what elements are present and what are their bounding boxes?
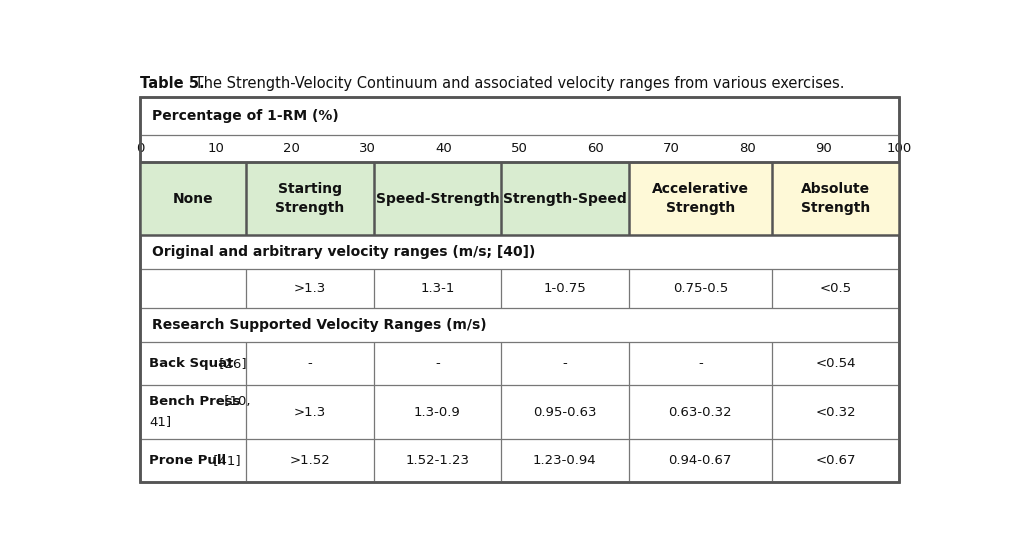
- Text: [41]: [41]: [209, 454, 240, 467]
- Text: 90: 90: [815, 142, 831, 155]
- Text: -: -: [563, 357, 567, 370]
- Text: 0.63-0.32: 0.63-0.32: [668, 406, 732, 419]
- Text: Research Supported Velocity Ranges (m/s): Research Supported Velocity Ranges (m/s): [151, 318, 486, 332]
- Text: Speed-Strength: Speed-Strength: [375, 192, 499, 206]
- Text: None: None: [172, 192, 214, 206]
- Text: 20: 20: [283, 142, 300, 155]
- Bar: [501, 162, 629, 235]
- Text: 0.75-0.5: 0.75-0.5: [672, 282, 728, 295]
- Text: 0.95-0.63: 0.95-0.63: [533, 406, 596, 419]
- Text: <0.5: <0.5: [819, 282, 852, 295]
- Bar: [629, 162, 772, 235]
- Text: -: -: [435, 357, 440, 370]
- Text: Prone Pull: Prone Pull: [149, 454, 226, 467]
- Text: Starting
Strength: Starting Strength: [276, 182, 345, 215]
- Text: Strength-Speed: Strength-Speed: [503, 192, 627, 206]
- Text: 50: 50: [511, 142, 528, 155]
- Bar: [374, 162, 501, 235]
- Text: -: -: [698, 357, 703, 370]
- Text: [26]: [26]: [215, 357, 246, 370]
- Bar: [140, 162, 246, 235]
- Text: 60: 60: [587, 142, 604, 155]
- Text: 0: 0: [136, 142, 144, 155]
- Text: 0.94-0.67: 0.94-0.67: [668, 454, 732, 467]
- Text: [10,: [10,: [220, 395, 250, 408]
- Text: >1.3: >1.3: [294, 406, 327, 419]
- Text: Accelerative
Strength: Accelerative Strength: [652, 182, 748, 215]
- Text: <0.67: <0.67: [815, 454, 856, 467]
- Text: 1-0.75: 1-0.75: [544, 282, 586, 295]
- Text: 30: 30: [359, 142, 376, 155]
- Text: 100: 100: [887, 142, 912, 155]
- Text: Table 5.: Table 5.: [140, 76, 205, 91]
- Text: 70: 70: [663, 142, 680, 155]
- Text: >1.3: >1.3: [294, 282, 327, 295]
- Text: The Strength-Velocity Continuum and associated velocity ranges from various exer: The Strength-Velocity Continuum and asso…: [190, 76, 845, 91]
- Text: Back Squat: Back Squat: [149, 357, 233, 370]
- Text: >1.52: >1.52: [290, 454, 331, 467]
- Text: 1.3-1: 1.3-1: [420, 282, 454, 295]
- Text: 40: 40: [435, 142, 452, 155]
- Text: 1.3-0.9: 1.3-0.9: [414, 406, 460, 419]
- Text: Bench Press: Bench Press: [149, 395, 240, 408]
- Text: 1.52-1.23: 1.52-1.23: [406, 454, 469, 467]
- Text: 1.23-0.94: 1.23-0.94: [533, 454, 596, 467]
- Text: 41]: 41]: [149, 415, 171, 429]
- Text: 10: 10: [208, 142, 224, 155]
- Text: Absolute
Strength: Absolute Strength: [801, 182, 870, 215]
- Text: <0.54: <0.54: [815, 357, 856, 370]
- Bar: [246, 162, 374, 235]
- Text: -: -: [307, 357, 312, 370]
- Text: Original and arbitrary velocity ranges (m/s; [40]): Original and arbitrary velocity ranges (…: [151, 245, 535, 259]
- Text: <0.32: <0.32: [815, 406, 856, 419]
- Bar: [772, 162, 899, 235]
- Text: Percentage of 1-RM (%): Percentage of 1-RM (%): [151, 109, 339, 123]
- Text: 80: 80: [739, 142, 755, 155]
